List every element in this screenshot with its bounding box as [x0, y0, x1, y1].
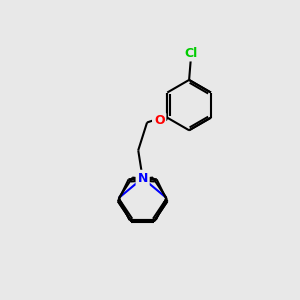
Text: N: N	[137, 172, 148, 184]
Text: O: O	[154, 114, 164, 127]
Text: Cl: Cl	[184, 47, 198, 60]
